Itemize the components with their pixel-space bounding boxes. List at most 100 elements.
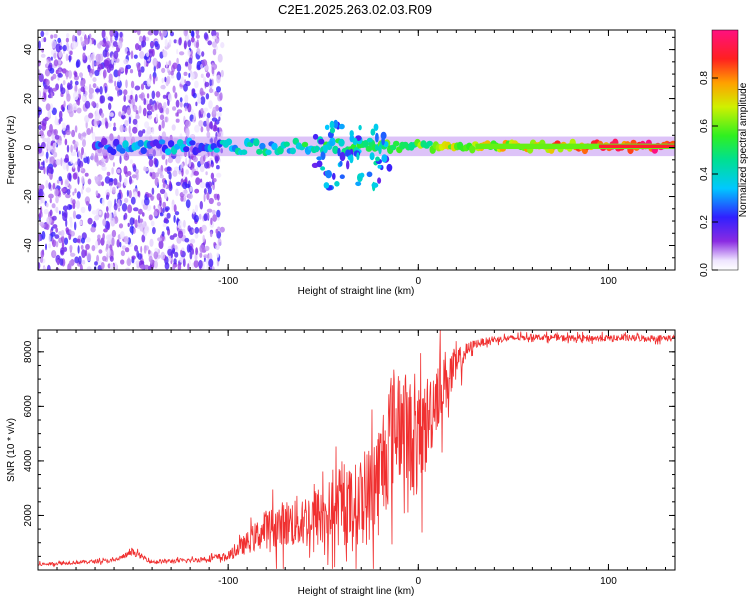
spectrogram-noise-cell bbox=[134, 85, 141, 91]
spectrogram-noise-cell bbox=[121, 203, 128, 212]
spectrogram-scatter-cell bbox=[318, 138, 325, 145]
spectrogram-noise-cell bbox=[198, 259, 203, 269]
spectrogram-noise-cell bbox=[65, 193, 71, 199]
spectrogram-noise-cell bbox=[150, 258, 153, 265]
spectrogram-noise-cell bbox=[54, 134, 60, 140]
spectrogram-noise-cell bbox=[79, 220, 83, 226]
spectrogram-noise-cell bbox=[130, 80, 135, 89]
spectrogram-noise-cell bbox=[74, 80, 79, 86]
spectrogram-noise-cell bbox=[210, 172, 215, 180]
spectrogram-noise-cell bbox=[119, 124, 124, 133]
spectrogram-noise-cell bbox=[69, 244, 73, 251]
spectrogram-noise-cell bbox=[203, 77, 206, 84]
spectrogram-noise-cell bbox=[155, 76, 158, 82]
spectrogram-noise-cell bbox=[38, 188, 44, 198]
spectrogram-noise-cell bbox=[89, 38, 92, 46]
spectrogram-noise-cell bbox=[124, 119, 129, 127]
spectrogram-noise-cell bbox=[109, 30, 114, 37]
spectrogram-noise-cell bbox=[179, 101, 183, 108]
spectrogram-noise-cell bbox=[91, 126, 93, 134]
spectrogram-noise-cell bbox=[200, 73, 204, 79]
spectrogram-noise-cell bbox=[39, 184, 45, 191]
spectrogram-noise-cell bbox=[195, 41, 200, 49]
spectrogram-noise-cell bbox=[146, 51, 150, 58]
colorbar-tick-label: 0.4 bbox=[699, 167, 710, 181]
spectrogram-noise-cell bbox=[80, 86, 85, 93]
spectrogram-noise-cell bbox=[124, 127, 128, 132]
spectrogram-noise-cell bbox=[111, 237, 115, 247]
spectrogram-noise-cell bbox=[206, 208, 213, 213]
spectrogram-noise-cell bbox=[79, 264, 83, 270]
spectrogram-noise-cell bbox=[107, 200, 113, 209]
spectrogram-noise-cell bbox=[199, 181, 206, 189]
spectrogram-scatter-cell bbox=[378, 144, 382, 155]
spectrogram-noise-cell bbox=[101, 181, 104, 187]
spectrogram-noise-cell bbox=[137, 209, 143, 215]
spectrogram-noise-cell bbox=[61, 122, 66, 132]
spectrogram-noise-cell bbox=[104, 176, 111, 184]
spectrogram-scatter-cell bbox=[316, 160, 323, 168]
spectrogram-noise-cell bbox=[167, 99, 170, 106]
spectrogram-noise-cell bbox=[173, 214, 176, 223]
spectrogram-noise-cell bbox=[39, 221, 45, 227]
spectrogram-noise-cell bbox=[94, 215, 100, 221]
spectrogram-noise-cell bbox=[198, 110, 201, 119]
spectrogram-noise-cell bbox=[63, 100, 66, 108]
spectrogram-noise-cell bbox=[194, 233, 199, 239]
spectrogram-noise-cell bbox=[63, 237, 69, 245]
spectrogram-scatter-cell bbox=[312, 133, 319, 140]
spectrogram-noise-cell bbox=[189, 186, 193, 193]
spectrogram-noise-cell bbox=[78, 255, 82, 265]
spectrogram-ytick-label: 0 bbox=[23, 144, 34, 150]
spectrogram-noise-cell bbox=[139, 50, 145, 59]
spectrogram-noise-cell bbox=[65, 227, 69, 233]
spectrogram-noise-cell bbox=[215, 244, 220, 251]
spectrogram-xlabel: Height of straight line (km) bbox=[298, 286, 415, 297]
spectrogram-noise-cell bbox=[202, 234, 205, 243]
spectrogram-noise-cell bbox=[41, 141, 46, 149]
spectrogram-noise-cell bbox=[200, 178, 203, 184]
spectrogram-noise-cell bbox=[83, 152, 87, 159]
spectrogram-noise-cell bbox=[172, 170, 178, 177]
spectrogram-noise-cell bbox=[128, 116, 132, 125]
spectrogram-noise-cell bbox=[144, 225, 150, 234]
spectrogram-noise-cell bbox=[188, 245, 193, 252]
spectrogram-noise-cell bbox=[172, 106, 177, 111]
spectrogram-noise-cell bbox=[70, 80, 73, 86]
spectrogram-noise-cell bbox=[174, 245, 178, 250]
spectrogram-noise-cell bbox=[159, 200, 162, 207]
spectrogram-band-cell bbox=[122, 140, 129, 149]
spectrogram-noise-cell bbox=[198, 120, 204, 127]
spectrogram-noise-cell bbox=[45, 179, 49, 189]
spectrogram-noise-cell bbox=[154, 40, 159, 48]
spectrogram-noise-cell bbox=[193, 170, 199, 176]
spectrogram-noise-cell bbox=[218, 116, 221, 122]
spectrogram-noise-cell bbox=[76, 191, 81, 199]
spectrogram-noise-cell bbox=[209, 79, 212, 87]
spectrogram-noise-cell bbox=[88, 92, 93, 100]
spectrogram-noise-cell bbox=[199, 252, 203, 258]
spectrogram-noise-cell bbox=[200, 108, 204, 115]
spectrogram-noise-cell bbox=[172, 62, 178, 70]
spectrogram-noise-cell bbox=[92, 68, 95, 75]
spectrogram-scatter-cell bbox=[366, 171, 373, 178]
spectrogram-noise-cell bbox=[102, 49, 108, 58]
spectrogram-noise-cell bbox=[114, 198, 117, 207]
spectrogram-heatmap bbox=[38, 30, 675, 270]
spectrogram-noise-cell bbox=[162, 50, 168, 58]
spectrogram-noise-cell bbox=[199, 200, 203, 210]
spectrogram-scatter-cell bbox=[320, 166, 326, 171]
spectrogram-noise-cell bbox=[63, 210, 68, 218]
spectrogram-noise-cell bbox=[69, 184, 72, 190]
snr-xtick-label: 100 bbox=[600, 576, 617, 587]
spectrogram-noise-cell bbox=[82, 95, 86, 101]
spectrogram-noise-cell bbox=[85, 187, 92, 193]
spectrogram-noise-cell bbox=[102, 218, 107, 227]
spectrogram-noise-cell bbox=[65, 71, 69, 80]
spectrogram-scatter-cell bbox=[352, 137, 358, 146]
spectrogram-noise-cell bbox=[55, 158, 61, 166]
spectrogram-noise-cell bbox=[175, 99, 180, 108]
spectrogram-noise-cell bbox=[194, 188, 200, 194]
spectrogram-noise-cell bbox=[50, 231, 56, 237]
spectrogram-noise-cell bbox=[53, 129, 58, 136]
